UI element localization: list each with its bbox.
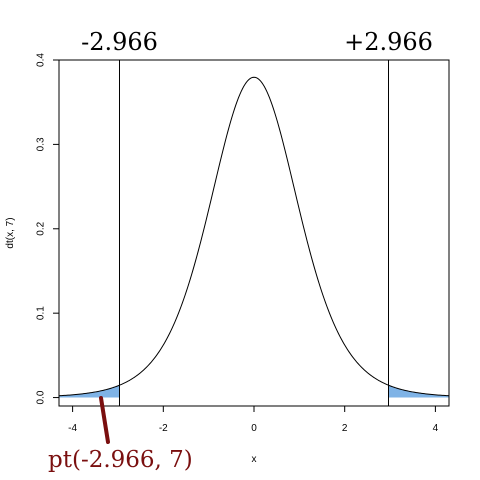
y-tick-label: 0.4	[36, 53, 47, 67]
x-tick-label: -4	[68, 423, 77, 434]
critical-value-right-label: +2.966	[344, 28, 433, 56]
y-tick-label: 0.3	[36, 137, 47, 151]
density-curve-group	[58, 76, 450, 397]
x-tick-label: 0	[251, 423, 257, 434]
y-tick-label: 0.2	[36, 221, 47, 235]
annotation-label: pt(-2.966, 7)	[48, 447, 193, 473]
x-tick-label: -2	[159, 423, 168, 434]
x-tick-label: 2	[342, 423, 348, 434]
tail-shading	[59, 385, 449, 398]
y-tick-label: 0.1	[36, 306, 47, 320]
y-axis-label: dt(x, 7)	[5, 217, 16, 248]
critical-value-left-label: -2.966	[81, 28, 158, 56]
plot-frame	[58, 59, 450, 407]
critical-lines	[118, 60, 390, 406]
y-tick-label: 0.0	[36, 390, 47, 404]
right-tail-area	[388, 385, 449, 398]
x-axis: -4 -2 0 2 4	[68, 405, 439, 434]
density-curve	[58, 76, 450, 397]
left-tail-area	[59, 385, 120, 398]
x-tick-label: 4	[433, 423, 439, 434]
y-axis: 0.0 0.1 0.2 0.3 0.4	[36, 53, 60, 405]
x-axis-label: x	[252, 454, 257, 465]
annotation-pointer	[99, 396, 110, 444]
